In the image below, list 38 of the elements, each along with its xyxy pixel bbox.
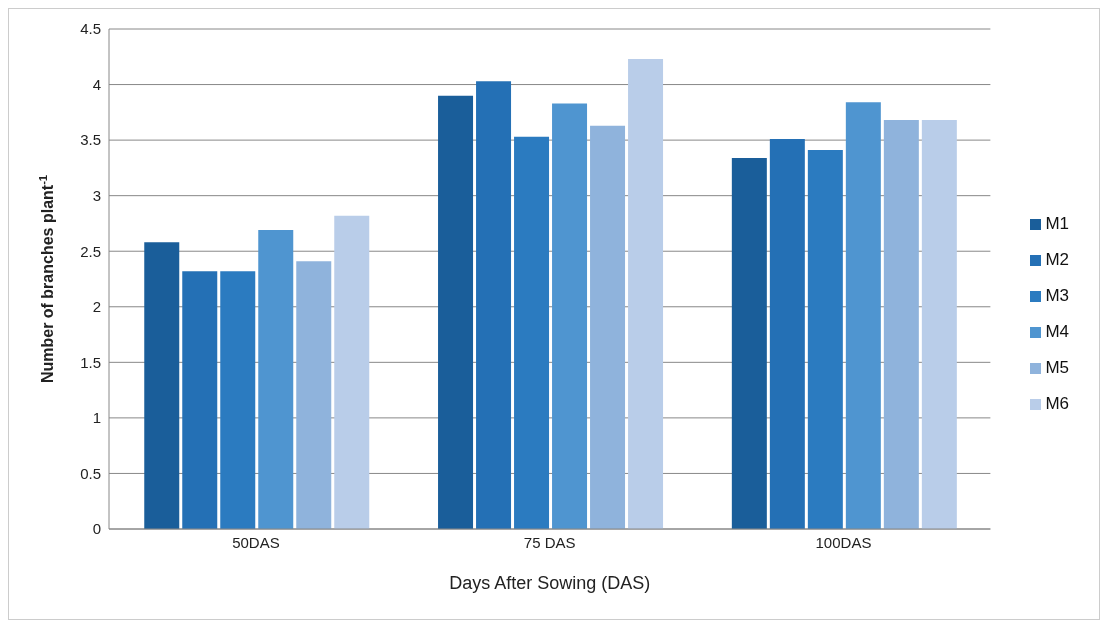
y-tick-label: 3.5 xyxy=(80,131,101,149)
bar xyxy=(628,59,664,529)
bar xyxy=(514,136,550,529)
bar xyxy=(334,215,370,529)
bar xyxy=(807,150,843,529)
y-tick-label: 3 xyxy=(92,186,101,204)
legend-label: M2 xyxy=(1045,250,1069,269)
bar xyxy=(144,242,180,529)
bar xyxy=(220,271,256,529)
y-tick-label: 4 xyxy=(92,75,101,93)
x-tick-label: 50DAS xyxy=(232,533,280,551)
y-tick-label: 4.5 xyxy=(80,20,101,38)
bar xyxy=(552,103,588,529)
bar xyxy=(921,120,957,529)
y-tick-label: 2 xyxy=(92,298,101,316)
y-tick-label: 1 xyxy=(92,409,101,427)
legend-label: M1 xyxy=(1045,214,1069,233)
bar xyxy=(182,271,218,529)
x-tick-label: 100DAS xyxy=(815,533,872,551)
bar xyxy=(258,230,294,529)
bar xyxy=(590,125,626,529)
legend-label: M4 xyxy=(1045,322,1069,341)
bar xyxy=(769,139,805,529)
y-tick-label: 0 xyxy=(92,520,101,538)
legend-label: M3 xyxy=(1045,286,1069,305)
bar xyxy=(845,102,881,529)
legend-label: M5 xyxy=(1045,358,1069,377)
y-tick-label: 0.5 xyxy=(80,464,101,482)
bar xyxy=(438,95,474,529)
x-axis-title: Days After Sowing (DAS) xyxy=(449,573,651,593)
bar xyxy=(883,120,919,529)
bar xyxy=(476,81,512,529)
y-tick-label: 1.5 xyxy=(80,353,101,371)
bar xyxy=(296,261,332,529)
bar xyxy=(731,157,767,529)
y-tick-label: 2.5 xyxy=(80,242,101,260)
legend-label: M6 xyxy=(1045,394,1069,413)
x-tick-label: 75 DAS xyxy=(523,533,576,551)
